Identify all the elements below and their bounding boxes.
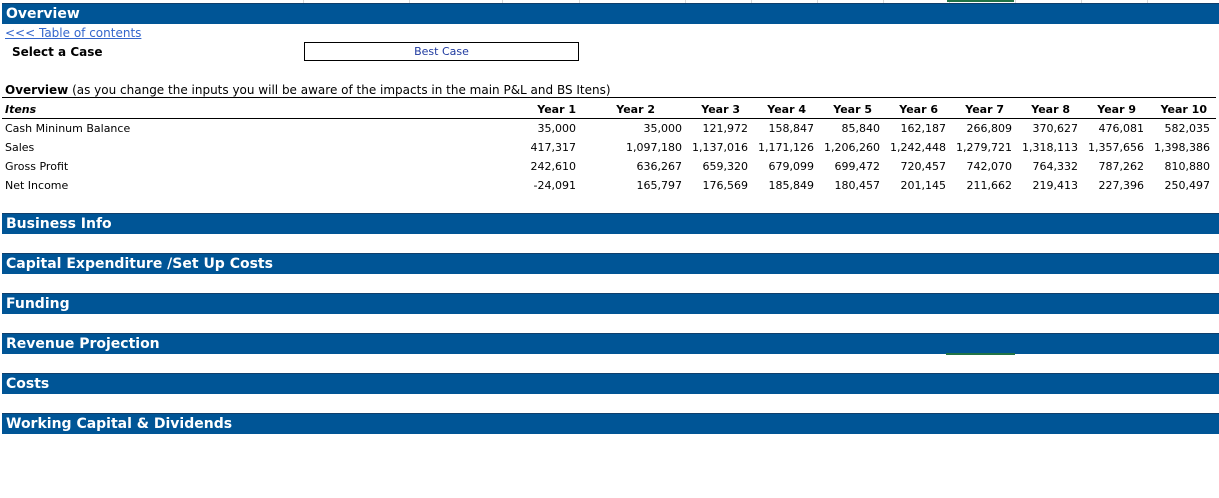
case-selector[interactable]: Best Case	[304, 42, 579, 61]
table-cell: 121,972	[702, 122, 749, 135]
year-header-10: Year 10	[1160, 103, 1207, 116]
row-label: Sales	[5, 141, 35, 154]
section-header-capex[interactable]: Capital Expenditure /Set Up Costs	[2, 253, 1219, 274]
table-of-contents-link[interactable]: <<< Table of contents	[5, 26, 142, 40]
table-cell: 185,849	[768, 179, 815, 192]
section-header-working-capital[interactable]: Working Capital & Dividends	[2, 413, 1219, 434]
table-cell: 636,267	[636, 160, 683, 173]
table-cell: 35,000	[643, 122, 683, 135]
table-cell: 1,206,260	[824, 141, 880, 154]
table-cell: 1,242,448	[890, 141, 946, 154]
table-cell: 219,413	[1032, 179, 1079, 192]
table-cell: 1,398,386	[1154, 141, 1210, 154]
section-header-business-info[interactable]: Business Info	[2, 213, 1219, 234]
selected-cell-indicator	[946, 353, 1015, 355]
table-cell: 35,000	[537, 122, 577, 135]
table-cell: 162,187	[900, 122, 947, 135]
table-cell: 742,070	[966, 160, 1013, 173]
table-cell: 158,847	[768, 122, 815, 135]
year-header-4: Year 4	[767, 103, 806, 116]
overview-title-bold: Overview	[5, 83, 69, 97]
header-bottom-rule	[2, 118, 1216, 119]
table-cell: 659,320	[702, 160, 749, 173]
year-header-3: Year 3	[701, 103, 740, 116]
table-cell: 1,137,016	[692, 141, 748, 154]
column-gridlines	[0, 0, 1219, 3]
select-case-label: Select a Case	[12, 45, 103, 59]
table-cell: 699,472	[834, 160, 881, 173]
table-cell: 85,840	[841, 122, 881, 135]
table-cell: 476,081	[1098, 122, 1145, 135]
section-header-funding[interactable]: Funding	[2, 293, 1219, 314]
section-header-revenue-projection[interactable]: Revenue Projection	[2, 333, 1219, 354]
header-top-rule	[2, 97, 1216, 98]
table-cell: 787,262	[1098, 160, 1145, 173]
year-header-6: Year 6	[899, 103, 938, 116]
table-cell: 810,880	[1164, 160, 1211, 173]
table-cell: 1,171,126	[758, 141, 814, 154]
year-header-7: Year 7	[965, 103, 1004, 116]
table-cell: 180,457	[834, 179, 881, 192]
table-cell: 1,357,656	[1088, 141, 1144, 154]
year-header-8: Year 8	[1031, 103, 1070, 116]
table-cell: 764,332	[1032, 160, 1079, 173]
table-cell: 720,457	[900, 160, 947, 173]
year-header-2: Year 2	[616, 103, 655, 116]
items-column-header: Itens	[5, 103, 37, 116]
table-cell: 250,497	[1164, 179, 1211, 192]
table-cell: 1,097,180	[626, 141, 682, 154]
section-header-costs[interactable]: Costs	[2, 373, 1219, 394]
table-cell: 242,610	[530, 160, 577, 173]
row-label: Net Income	[5, 179, 69, 192]
year-header-5: Year 5	[833, 103, 872, 116]
table-cell: 266,809	[966, 122, 1013, 135]
table-cell: 176,569	[702, 179, 749, 192]
table-cell: 1,279,721	[956, 141, 1012, 154]
table-cell: 417,317	[530, 141, 577, 154]
table-cell: 679,099	[768, 160, 815, 173]
row-label: Cash Mininum Balance	[5, 122, 131, 135]
overview-title-note: (as you change the inputs you will be aw…	[68, 83, 611, 97]
row-label: Gross Profit	[5, 160, 69, 173]
table-cell: 201,145	[900, 179, 947, 192]
table-cell: -24,091	[533, 179, 576, 192]
table-cell: 227,396	[1098, 179, 1145, 192]
year-header-9: Year 9	[1097, 103, 1136, 116]
table-cell: 211,662	[966, 179, 1013, 192]
table-cell: 370,627	[1032, 122, 1079, 135]
table-cell: 165,797	[636, 179, 683, 192]
overview-title: Overview (as you change the inputs you w…	[5, 83, 611, 97]
section-header-overview: Overview	[2, 3, 1219, 24]
table-cell: 582,035	[1164, 122, 1211, 135]
year-header-1: Year 1	[537, 103, 576, 116]
table-cell: 1,318,113	[1022, 141, 1078, 154]
